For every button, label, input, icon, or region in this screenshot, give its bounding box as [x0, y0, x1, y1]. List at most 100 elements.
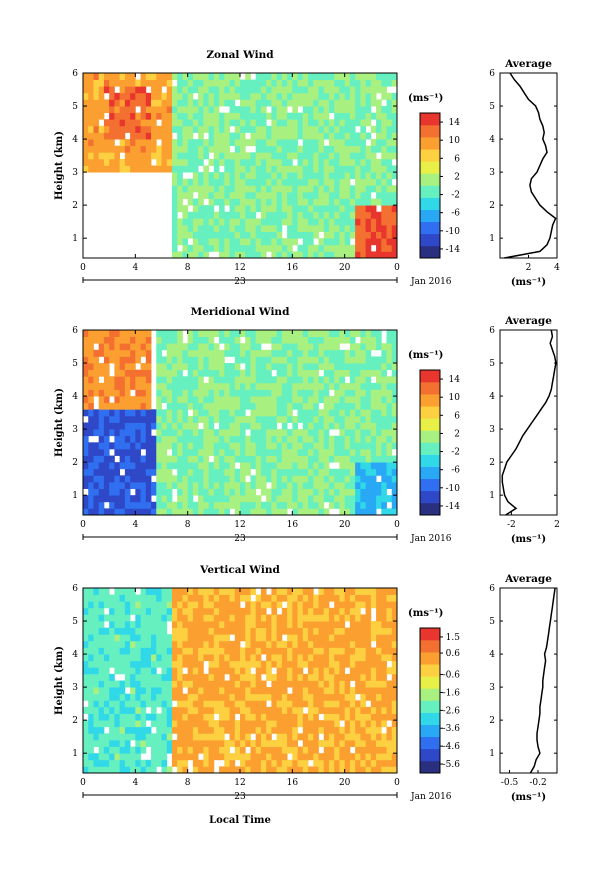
heatmap-cell — [187, 468, 194, 476]
heatmap-cell — [365, 634, 372, 642]
heatmap-cell — [93, 700, 100, 708]
heatmap-cell — [266, 448, 272, 456]
heatmap-cell — [213, 224, 220, 232]
heatmap-cell — [376, 753, 382, 761]
heatmap-cell — [349, 185, 356, 193]
heatmap-cell — [334, 158, 340, 166]
heatmap-cell — [318, 687, 325, 695]
heatmap-cell — [114, 112, 121, 120]
heatmap-cell — [234, 244, 241, 252]
heatmap-cell — [109, 92, 115, 100]
heatmap-cell — [308, 746, 314, 754]
heatmap-cell — [271, 336, 278, 344]
heatmap-cell — [266, 422, 272, 430]
heatmap-cell — [328, 654, 335, 662]
heatmap-cell — [323, 343, 330, 351]
heatmap-cell — [255, 376, 262, 384]
heatmap-cell — [98, 336, 105, 344]
heatmap-cell — [114, 753, 121, 761]
heatmap-cell — [182, 86, 189, 94]
heatmap-cell — [255, 759, 262, 767]
colorbar-swatch — [420, 478, 440, 492]
heatmap-cell — [360, 152, 366, 160]
heatmap-cell — [271, 468, 278, 476]
heatmap-cell — [365, 759, 372, 767]
profile-y-tick-label: 3 — [489, 683, 495, 693]
heatmap-cell — [177, 488, 183, 496]
heatmap-cell — [349, 389, 356, 397]
heatmap-cell — [271, 356, 278, 364]
colorbar-frame — [419, 369, 441, 516]
heatmap-cell — [156, 356, 162, 364]
heatmap-cell — [349, 172, 356, 180]
heatmap-cell — [208, 218, 215, 226]
heatmap-cell — [177, 172, 183, 180]
heatmap-cell — [103, 481, 110, 489]
heatmap-cell — [203, 607, 209, 615]
y-tick-label: 6 — [72, 326, 78, 336]
heatmap-cell — [219, 92, 225, 100]
heatmap-cell — [381, 251, 387, 259]
heatmap-cell — [114, 660, 121, 668]
heatmap-cell — [271, 435, 278, 443]
heatmap-cell — [124, 92, 131, 100]
heatmap-cell — [250, 178, 257, 186]
heatmap-cell — [187, 693, 194, 701]
heatmap-cell — [271, 330, 278, 338]
heatmap-cell — [166, 132, 173, 140]
heatmap-cell — [308, 251, 314, 259]
heatmap-cell — [98, 627, 105, 635]
heatmap-cell — [224, 231, 230, 239]
heatmap-cell — [318, 389, 325, 397]
heatmap-cell — [313, 759, 319, 767]
heatmap-cell — [308, 231, 314, 239]
heatmap-cell — [381, 112, 387, 120]
heatmap-cell — [182, 442, 189, 450]
heatmap-cell — [119, 495, 126, 503]
heatmap-cell — [292, 746, 298, 754]
heatmap-cell — [287, 363, 293, 371]
heatmap-cell — [130, 634, 136, 642]
heatmap-cell — [318, 481, 325, 489]
heatmap-cell — [93, 330, 100, 338]
heatmap-cell — [240, 238, 246, 246]
heatmap-cell — [182, 191, 189, 199]
heatmap-cell — [198, 508, 204, 516]
heatmap-cell — [203, 231, 209, 239]
heatmap-cell — [177, 713, 183, 721]
heatmap-cell — [313, 231, 319, 239]
heatmap-cell — [355, 594, 361, 602]
x-axis-label: Local Time — [209, 815, 271, 826]
heatmap-cell — [119, 145, 126, 153]
heatmap-cell — [281, 336, 288, 344]
heatmap-cell — [135, 753, 141, 761]
heatmap-cell — [124, 376, 131, 384]
heatmap-cell — [151, 79, 157, 87]
heatmap-cell — [166, 376, 173, 384]
heatmap-cell — [391, 363, 398, 371]
heatmap-cell — [161, 614, 168, 622]
heatmap-cell — [130, 654, 136, 662]
heatmap-cell — [297, 211, 304, 219]
colorbar-tick-label: -2.6 — [443, 706, 461, 716]
heatmap-cell — [370, 660, 377, 668]
heatmap-cell — [198, 746, 204, 754]
heatmap-cell — [302, 435, 309, 443]
heatmap-cell — [323, 198, 330, 206]
heatmap-cell — [339, 363, 346, 371]
heatmap-cell — [339, 680, 346, 688]
heatmap-cell — [109, 409, 115, 417]
heatmap-cell — [161, 448, 168, 456]
heatmap-cell — [334, 211, 340, 219]
profile-x-tick-label: -2 — [507, 520, 516, 530]
heatmap-cell — [381, 139, 387, 147]
heatmap-cell — [245, 607, 251, 615]
heatmap-cell — [292, 634, 298, 642]
heatmap-cell — [386, 448, 393, 456]
heatmap-cell — [171, 139, 178, 147]
heatmap-cell — [292, 640, 298, 648]
heatmap-cell — [171, 693, 178, 701]
heatmap-cell — [391, 488, 398, 496]
heatmap-cell — [234, 720, 241, 728]
heatmap-cell — [208, 766, 215, 774]
